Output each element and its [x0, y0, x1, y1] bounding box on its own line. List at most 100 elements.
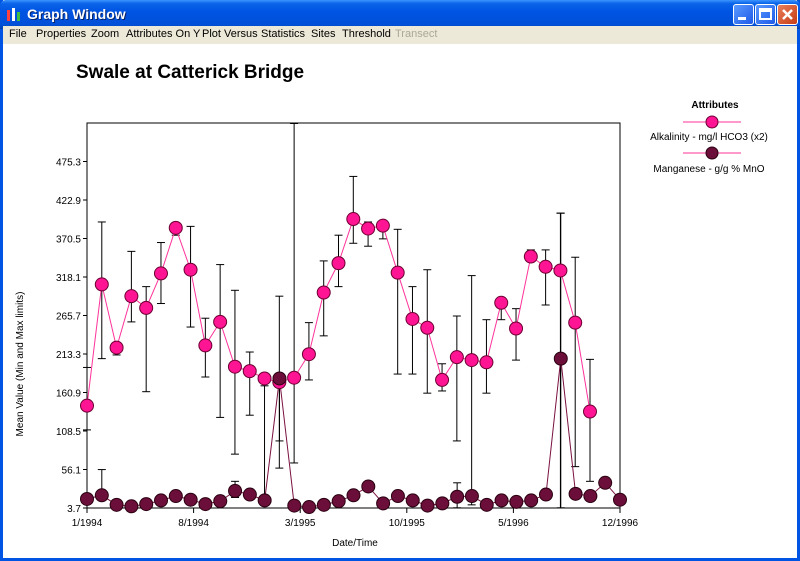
data-point-manganese	[287, 498, 302, 513]
data-point-manganese	[568, 486, 583, 501]
data-point-manganese	[94, 488, 109, 503]
data-point-manganese	[109, 497, 124, 512]
y-tick-label: 160.9	[56, 389, 81, 400]
data-point-manganese	[405, 493, 420, 508]
data-point-manganese	[139, 497, 154, 512]
data-point-manganese	[435, 496, 450, 511]
data-point-alkalinity	[375, 218, 390, 233]
menu-properties[interactable]: Properties	[36, 28, 87, 40]
graph-app-icon	[7, 8, 20, 21]
data-point-alkalinity	[538, 259, 553, 274]
data-point-alkalinity	[109, 340, 124, 355]
minimize-icon	[738, 17, 746, 20]
y-tick-label: 318.1	[56, 273, 81, 284]
data-point-manganese	[316, 497, 331, 512]
data-point-manganese	[198, 497, 213, 512]
data-point-manganese	[390, 489, 405, 504]
title-bar[interactable]: Graph Window	[0, 0, 800, 29]
data-point-manganese	[228, 483, 243, 498]
data-point-manganese	[331, 494, 346, 509]
menu-threshold[interactable]: Threshold	[342, 28, 391, 40]
x-tick-label: 8/1994	[178, 518, 209, 529]
x-tick-label: 5/1996	[498, 518, 529, 529]
data-point-alkalinity	[242, 364, 257, 379]
data-point-manganese	[124, 499, 139, 514]
data-point-alkalinity	[124, 289, 139, 304]
data-point-manganese	[553, 351, 568, 366]
data-point-manganese	[213, 494, 228, 509]
data-point-alkalinity	[94, 277, 109, 292]
data-point-manganese	[242, 487, 257, 502]
data-point-alkalinity	[213, 314, 228, 329]
maximize-icon	[759, 8, 772, 20]
data-point-manganese	[538, 487, 553, 502]
menu-sites[interactable]: Sites	[311, 28, 336, 40]
data-point-alkalinity	[420, 320, 435, 335]
y-tick-label: 422.9	[56, 196, 81, 207]
maximize-button[interactable]	[755, 4, 776, 25]
data-point-manganese	[361, 479, 376, 494]
series-line-manganese	[86, 358, 621, 508]
data-point-alkalinity	[316, 285, 331, 300]
y-axis-label: Mean Value (Min and Max limits)	[15, 292, 26, 437]
data-point-manganese	[257, 493, 272, 508]
data-point-alkalinity	[509, 321, 524, 336]
menu-zoom[interactable]: Zoom	[91, 28, 120, 40]
legend-marker-manganese	[705, 146, 719, 160]
data-point-alkalinity	[257, 371, 272, 386]
data-point-alkalinity	[183, 262, 198, 277]
x-axis-label: Date/Time	[332, 538, 378, 549]
close-icon	[782, 9, 793, 20]
data-point-manganese	[450, 489, 465, 504]
y-tick-label: 56.1	[62, 466, 82, 477]
data-point-alkalinity	[435, 372, 450, 387]
data-point-manganese	[183, 492, 198, 507]
window-title: Graph Window	[27, 6, 126, 22]
menu-statistics[interactable]: Statistics	[261, 28, 306, 40]
close-button[interactable]	[777, 4, 798, 25]
data-point-alkalinity	[405, 311, 420, 326]
data-point-manganese	[302, 500, 317, 515]
menu-bar: File Properties Zoom Attributes On Y Plo…	[3, 26, 797, 44]
legend-label-manganese: Manganese - g/g % MnO	[653, 164, 764, 175]
x-tick-label: 1/1994	[72, 518, 103, 529]
data-point-manganese	[583, 489, 598, 504]
data-point-alkalinity	[361, 221, 376, 236]
data-point-alkalinity	[583, 404, 597, 419]
data-point-alkalinity	[390, 265, 405, 280]
data-point-manganese	[168, 489, 183, 504]
y-tick-label: 370.5	[56, 235, 81, 246]
menu-file[interactable]: File	[9, 28, 27, 40]
y-tick-label: 265.7	[56, 312, 81, 323]
data-point-alkalinity	[227, 359, 242, 374]
legend: Attributes Alkalinity - mg/l HCO3 (x2) M…	[650, 100, 768, 175]
data-point-alkalinity	[479, 355, 494, 370]
y-tick-label: 475.3	[56, 158, 81, 169]
x-tick-label: 10/1995	[389, 518, 426, 529]
data-point-alkalinity	[553, 263, 568, 278]
chart-title: Swale at Catterick Bridge	[76, 62, 304, 83]
data-point-manganese	[420, 498, 435, 513]
menu-attributes-on-y[interactable]: Attributes On Y	[126, 28, 201, 40]
data-point-alkalinity	[494, 295, 509, 310]
minimize-button[interactable]	[733, 4, 754, 25]
data-point-alkalinity	[153, 266, 168, 281]
data-point-alkalinity	[449, 350, 464, 365]
data-point-alkalinity	[464, 353, 479, 368]
data-point-manganese	[464, 489, 479, 504]
legend-title: Attributes	[691, 100, 739, 111]
data-point-manganese	[80, 491, 94, 506]
y-tick-label: 213.3	[56, 350, 81, 361]
data-point-alkalinity	[346, 212, 361, 227]
data-point-manganese	[376, 496, 391, 511]
legend-marker-alkalinity	[705, 115, 719, 129]
x-tick-label: 3/1995	[285, 518, 316, 529]
data-point-manganese	[479, 497, 494, 512]
graph-area: Swale at Catterick Bridge Mean Value (Mi…	[3, 44, 797, 558]
data-point-manganese	[154, 493, 169, 508]
data-point-alkalinity	[568, 315, 583, 330]
data-point-alkalinity	[287, 370, 302, 385]
data-point-manganese	[598, 475, 613, 490]
menu-plot-versus[interactable]: Plot Versus	[202, 28, 258, 40]
